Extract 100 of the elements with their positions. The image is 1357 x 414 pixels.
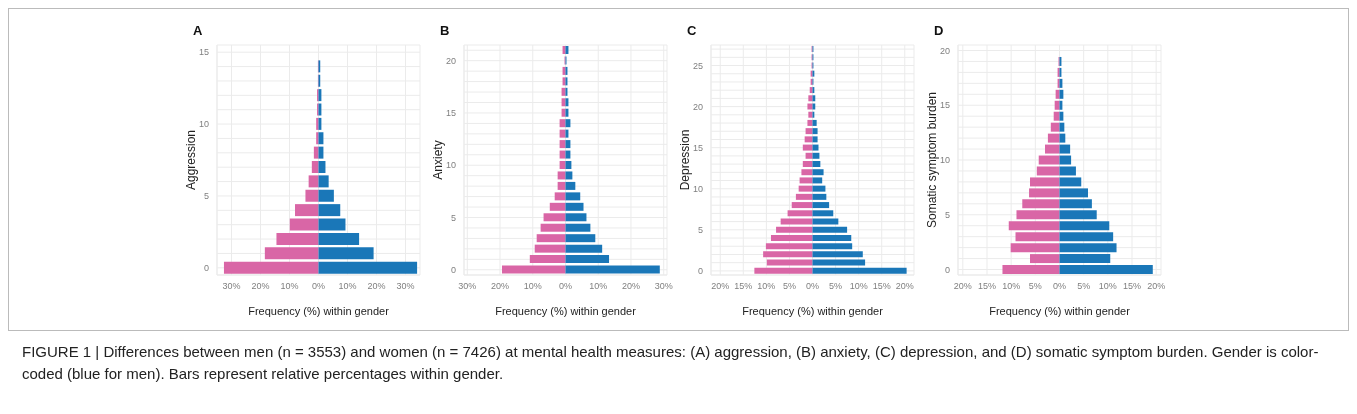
bar [565, 234, 596, 243]
bar [1059, 254, 1111, 264]
bar [318, 247, 374, 260]
y-axis-title: Depression [678, 129, 693, 191]
bar [1010, 243, 1060, 253]
bar [1059, 265, 1153, 275]
x-tick-label: 10% [280, 281, 299, 292]
bar [549, 202, 566, 211]
bar [1002, 265, 1060, 275]
bar [1059, 199, 1092, 209]
x-tick-label: 30% [222, 281, 241, 292]
bar [812, 193, 827, 200]
bar [1059, 177, 1082, 187]
bar [1059, 221, 1110, 231]
x-tick-label: 20% [367, 281, 386, 292]
x-tick-label: 0% [311, 281, 326, 292]
x-axis-title: Frequency (%) within gender [495, 305, 637, 317]
bar [1016, 210, 1060, 220]
bar [812, 185, 826, 192]
bar [1059, 210, 1097, 220]
bar [223, 261, 319, 274]
bar [1008, 221, 1060, 231]
bar [812, 226, 848, 233]
bar [812, 218, 839, 225]
bar [559, 140, 566, 149]
bar [805, 128, 813, 135]
x-tick-label: 0% [558, 281, 573, 292]
bar [812, 202, 830, 209]
bar [561, 87, 566, 96]
bar [805, 152, 813, 159]
bar [754, 267, 813, 274]
y-tick-label: 20 [692, 101, 703, 112]
bar [565, 181, 576, 190]
x-axis-title: Frequency (%) within gender [248, 305, 390, 317]
bar [1022, 199, 1060, 209]
chart-title: D [933, 23, 945, 40]
bar [565, 213, 587, 222]
bar [1059, 188, 1089, 198]
x-tick-label: 10% [589, 281, 608, 292]
bar [802, 161, 813, 167]
x-tick-label: 0% [1052, 281, 1067, 292]
bar [780, 218, 813, 225]
bar [1059, 144, 1071, 154]
bar [1030, 254, 1060, 264]
bar [561, 98, 566, 107]
x-tick-label: 5% [1077, 281, 1091, 292]
x-tick-label: 20% [711, 281, 730, 292]
y-tick-label: 15 [445, 108, 456, 119]
bar [791, 202, 813, 209]
x-tick-label: 15% [1122, 281, 1142, 292]
x-tick-label: 20% [491, 281, 510, 292]
bar [808, 95, 813, 102]
bar [318, 232, 360, 245]
y-tick-label: 5 [450, 212, 456, 223]
bar [565, 202, 584, 211]
bar [808, 111, 813, 118]
bar [776, 226, 813, 233]
bar [807, 119, 813, 126]
bar [565, 265, 660, 274]
bar [295, 204, 319, 217]
bar [1059, 243, 1117, 253]
bar [812, 119, 817, 126]
x-tick-label: 20% [1147, 281, 1166, 292]
bar [276, 232, 319, 245]
bar [812, 177, 823, 184]
bar [812, 243, 853, 250]
y-tick-label: 5 [697, 225, 703, 236]
y-tick-label: 5 [203, 191, 209, 202]
chart-title: C [686, 23, 698, 40]
chart-title: A [192, 23, 204, 40]
bar [812, 267, 907, 274]
y-tick-label: 0 [203, 263, 209, 274]
x-tick-label: 15% [872, 281, 891, 292]
bar [770, 234, 813, 241]
bar [559, 129, 566, 138]
bar [798, 185, 813, 192]
bar [1059, 232, 1114, 242]
y-tick-label: 20 [445, 55, 456, 66]
bar [801, 169, 813, 176]
bar [305, 189, 319, 202]
bar [318, 204, 341, 217]
bar [765, 243, 813, 250]
bar [787, 210, 813, 217]
x-tick-label: 30% [458, 281, 477, 292]
y-tick-label: 0 [450, 264, 456, 275]
y-tick-label: 0 [697, 266, 703, 277]
bar [559, 150, 566, 159]
bar [1055, 89, 1060, 99]
bar [536, 234, 566, 243]
x-tick-label: 20% [251, 281, 270, 292]
bar [557, 181, 566, 190]
x-tick-label: 20% [621, 281, 640, 292]
chart-title: B [439, 23, 451, 40]
x-tick-label: 10% [1098, 281, 1117, 292]
bar [763, 251, 813, 258]
bar [802, 144, 813, 151]
x-tick-label: 20% [953, 281, 972, 292]
bar [557, 171, 566, 180]
bar [264, 247, 319, 260]
x-tick-label: 30% [396, 281, 415, 292]
